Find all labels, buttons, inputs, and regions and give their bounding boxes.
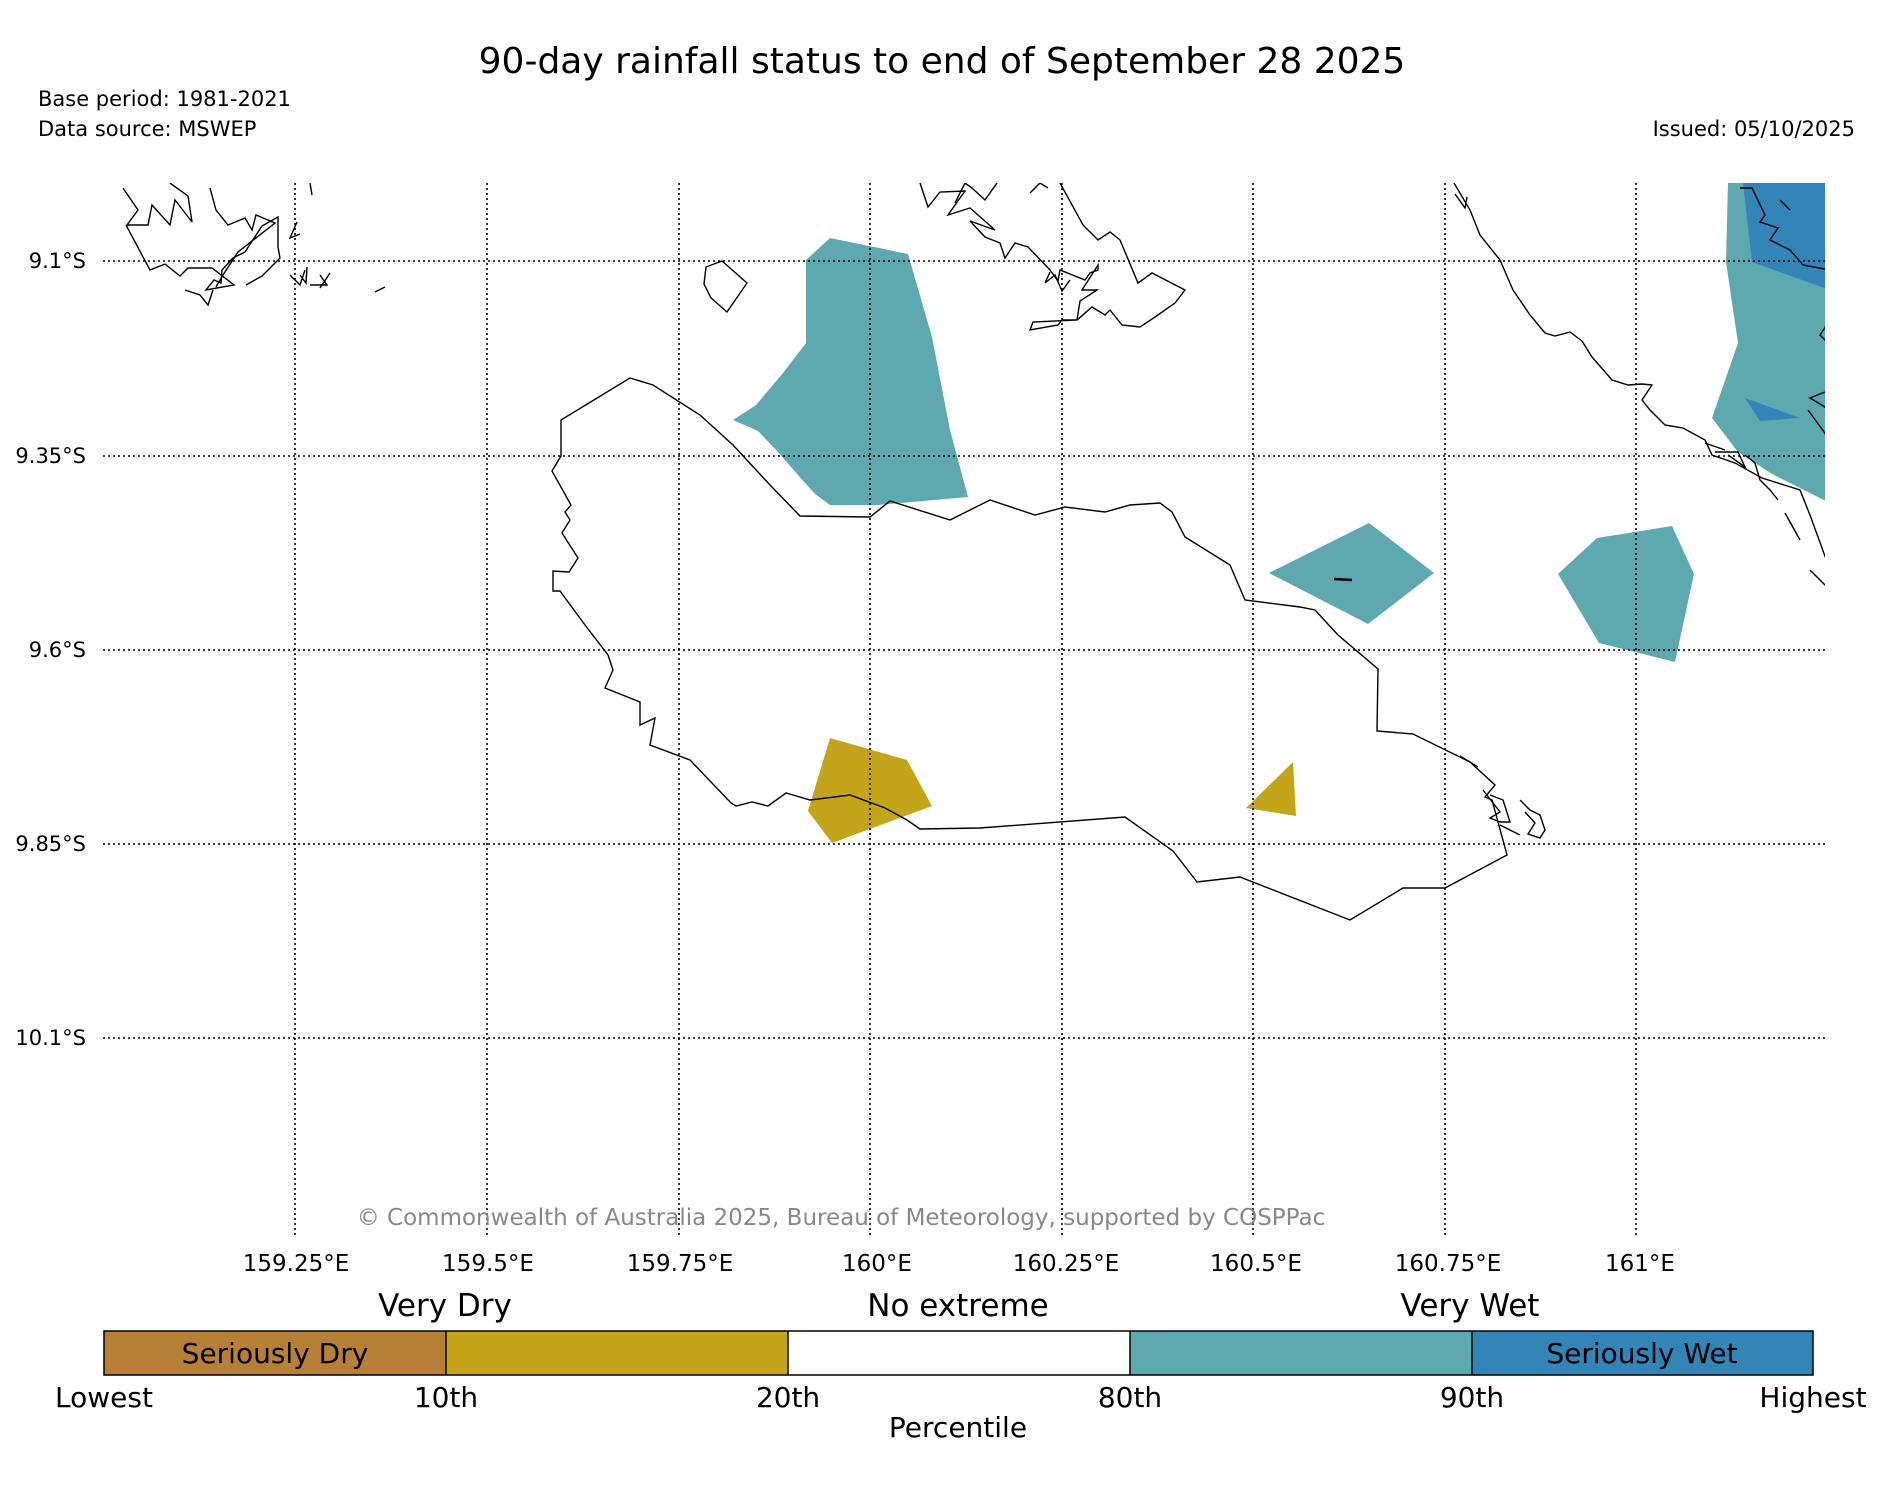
copyright-notice: © Commonwealth of Australia 2025, Bureau…: [357, 1205, 1326, 1231]
seriously-wet-region: [1745, 398, 1800, 421]
coastline-russell: [299, 266, 308, 285]
coastline-nggela: [1044, 271, 1071, 293]
coastline-malaita: [1807, 409, 1825, 435]
lat-label: 10.1°S: [15, 1026, 86, 1050]
legend-tick: 80th: [1098, 1381, 1162, 1414]
coastline-islet: [1333, 577, 1353, 582]
coastline-islet: [1482, 789, 1511, 823]
coastline-russell: [209, 187, 277, 288]
data-source: Data source: MSWEP: [38, 117, 256, 141]
legend-ticks: Lowest 10th 20th 80th 90th Highest: [55, 1381, 1867, 1414]
legend-dividers: [445, 1331, 1473, 1375]
legend-tick: Lowest: [55, 1381, 153, 1414]
coastline-guadalcanal: [551, 377, 1508, 921]
lon-label: 160.75°E: [1395, 1251, 1502, 1277]
legend-segment-very-wet: [1130, 1331, 1472, 1375]
very-dry-regions: [808, 738, 1296, 843]
map: 9.1°S 9.35°S 9.6°S 9.85°S 10.1°S 159.25°…: [15, 183, 1825, 1277]
lon-label: 160.25°E: [1013, 1251, 1120, 1277]
seriously-wet-region: [1743, 183, 1825, 289]
coastline-malaita: [1779, 199, 1791, 211]
lon-labels: 159.25°E 159.5°E 159.75°E 160°E 160.25°E…: [243, 1251, 1675, 1277]
coastline-savo: [703, 260, 748, 314]
coastline-nggela: [954, 183, 998, 204]
very-wet-regions: [733, 183, 1825, 662]
coastline-malaita: [1808, 391, 1825, 408]
legend-tick: 90th: [1440, 1381, 1504, 1414]
coastline-russell: [310, 274, 329, 286]
legend-tick: Highest: [1759, 1381, 1866, 1414]
legend-group-very-dry: Very Dry: [378, 1288, 512, 1324]
lon-label: 160°E: [842, 1251, 912, 1277]
coastline-malaita: [1819, 326, 1825, 341]
lat-label: 9.6°S: [29, 638, 86, 662]
very-wet-region: [733, 238, 968, 505]
coastline-russell: [125, 215, 281, 292]
legend-group-no-extreme: No extreme: [867, 1288, 1048, 1324]
coastline-malaita: [1809, 569, 1825, 586]
coastline-islet: [1459, 755, 1479, 768]
very-wet-region: [1269, 523, 1434, 624]
legend-frame: [103, 1330, 1814, 1376]
coastline-malaita: [1784, 512, 1801, 541]
gridlines: [103, 183, 1825, 1235]
legend: Very Dry No extreme Very Wet Seriously D…: [55, 1288, 1867, 1444]
coastline-russell: [289, 269, 306, 287]
legend-tick: 20th: [756, 1381, 820, 1414]
legend-segment-seriously-dry: [104, 1331, 446, 1375]
coastline-russell: [309, 183, 313, 196]
legend-label-seriously-wet: Seriously Wet: [1546, 1337, 1737, 1370]
legend-axis-title: Percentile: [889, 1411, 1027, 1444]
coastline-islet: [1499, 824, 1521, 836]
base-period: Base period: 1981-2021: [38, 87, 291, 111]
coastline-malaita: [1704, 442, 1726, 451]
issued-date: Issued: 05/10/2025: [1653, 117, 1855, 141]
coastline-russell: [122, 183, 193, 227]
coastline-malaita: [1454, 193, 1468, 210]
lat-label: 9.35°S: [15, 444, 86, 468]
coastline-malaita: [1453, 183, 1825, 559]
page-title: 90-day rainfall status to end of Septemb…: [479, 41, 1406, 82]
legend-tick: 10th: [414, 1381, 478, 1414]
lon-label: 161°E: [1605, 1251, 1675, 1277]
legend-segment-very-dry: [446, 1331, 788, 1375]
coastline-russell: [184, 289, 214, 307]
lat-labels: 9.1°S 9.35°S 9.6°S 9.85°S 10.1°S: [15, 249, 86, 1050]
lat-label: 9.1°S: [29, 249, 86, 273]
coastlines: [122, 183, 1825, 921]
lon-label: 159.25°E: [243, 1251, 350, 1277]
legend-segment-no-extreme: [788, 1331, 1130, 1375]
coastline-russell: [319, 272, 331, 289]
lon-label: 159.5°E: [442, 1251, 534, 1277]
legend-label-seriously-dry: Seriously Dry: [182, 1337, 369, 1370]
coastline-malaita: [1715, 451, 1747, 470]
coastline-russell: [374, 286, 386, 293]
coastline-malaita: [1744, 454, 1779, 501]
very-dry-region: [1246, 762, 1296, 816]
very-wet-region: [1558, 526, 1694, 662]
coastline-malaita: [1740, 187, 1825, 270]
lat-label: 9.85°S: [15, 832, 86, 856]
lon-label: 159.75°E: [627, 1251, 734, 1277]
coastline-nggela: [919, 183, 1187, 331]
lon-label: 160.5°E: [1210, 1251, 1302, 1277]
coastline-nggela: [1029, 183, 1049, 194]
coastline-islet: [1519, 799, 1546, 839]
coastline-russell: [288, 221, 301, 240]
seriously-wet-regions: [1743, 183, 1825, 421]
legend-group-very-wet: Very Wet: [1401, 1288, 1540, 1324]
legend-segment-seriously-wet: [1472, 1331, 1813, 1375]
